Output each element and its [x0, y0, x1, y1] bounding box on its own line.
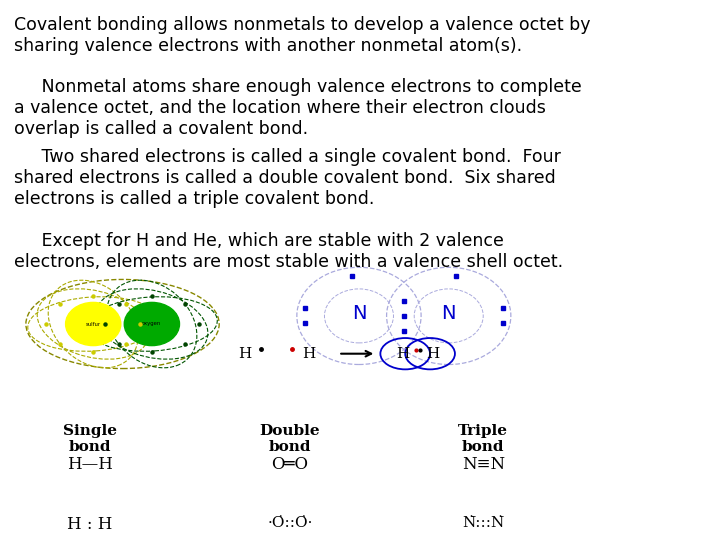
- Text: N: N: [352, 304, 366, 323]
- Circle shape: [66, 302, 121, 346]
- Text: H: H: [302, 347, 316, 361]
- Text: ·Ȯ::Ȯ·: ·Ȯ::Ȯ·: [267, 516, 312, 530]
- Text: Triple
bond: Triple bond: [458, 424, 508, 454]
- Text: oxygen: oxygen: [143, 321, 161, 327]
- Text: sulfur: sulfur: [86, 321, 101, 327]
- Text: H: H: [396, 347, 409, 361]
- Text: N≡N: N≡N: [462, 456, 505, 473]
- Text: Covalent bonding allows nonmetals to develop a valence octet by
sharing valence : Covalent bonding allows nonmetals to dev…: [14, 16, 590, 55]
- Text: H: H: [238, 347, 252, 361]
- Text: Single
bond: Single bond: [63, 424, 117, 454]
- Text: H—H: H—H: [67, 456, 113, 473]
- Text: Except for H and He, which are stable with 2 valence
electrons, elements are mos: Except for H and He, which are stable wi…: [14, 232, 563, 271]
- Circle shape: [125, 302, 179, 346]
- Text: H: H: [426, 347, 439, 361]
- Text: Double
bond: Double bond: [260, 424, 320, 454]
- Text: O═O: O═O: [271, 456, 308, 473]
- Text: Two shared electrons is called a single covalent bond.  Four
shared electrons is: Two shared electrons is called a single …: [14, 148, 561, 208]
- Text: Nonmetal atoms share enough valence electrons to complete
a valence octet, and t: Nonmetal atoms share enough valence elec…: [14, 78, 582, 138]
- Text: H : H: H : H: [67, 516, 112, 532]
- Text: N: N: [441, 304, 456, 323]
- Text: Ṅ:::Ṅ: Ṅ:::Ṅ: [462, 516, 505, 530]
